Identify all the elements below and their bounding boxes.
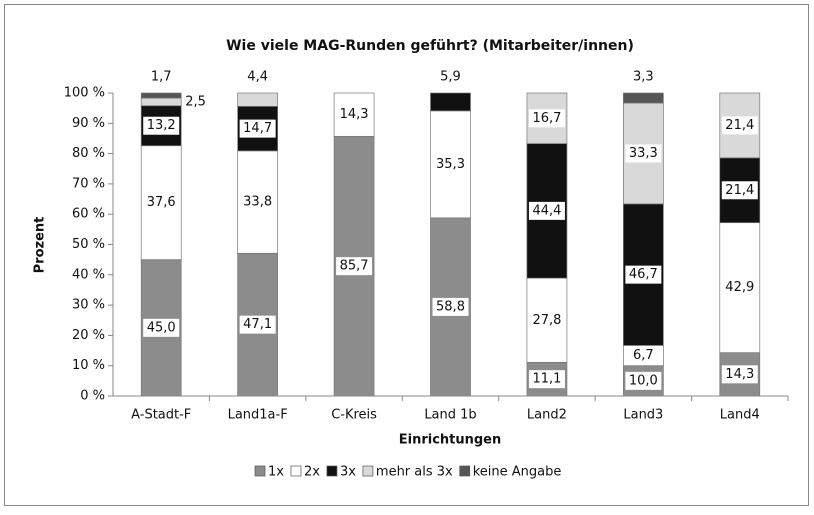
label-bg [336, 105, 373, 124]
label-bg [143, 318, 180, 337]
label-bg [625, 371, 662, 390]
label-bg [721, 278, 758, 297]
legend-label: keine Angabe [473, 465, 562, 480]
data-label: 47,1 [243, 317, 272, 332]
y-tick-label: 80 % [72, 146, 105, 161]
legend-label: mehr als 3x [376, 465, 453, 480]
x-tick-label: Land4 [720, 408, 760, 423]
y-tick-label: 30 % [72, 298, 105, 313]
data-label: 27,8 [532, 313, 561, 328]
y-tick-label: 40 % [72, 267, 105, 282]
y-tick-label: 90 % [72, 116, 105, 131]
y-tick-label: 50 % [72, 237, 105, 252]
label-bg [528, 109, 565, 128]
label-bg [721, 181, 758, 200]
data-label: 10,0 [629, 373, 658, 388]
legend-label: 1x [268, 465, 284, 480]
x-tick-label: Land3 [623, 408, 663, 423]
label-bg [721, 116, 758, 135]
data-label: 13,2 [147, 118, 176, 133]
x-tick-label: C-Kreis [331, 408, 377, 423]
x-tick-label: Land2 [527, 408, 567, 423]
legend-swatch [254, 465, 266, 477]
label-bg [143, 193, 180, 212]
x-axis-title: Einrichtungen [399, 433, 502, 448]
data-label: 21,4 [725, 183, 754, 198]
label-bg [629, 346, 658, 365]
data-label: 85,7 [340, 259, 369, 274]
label-bg [239, 315, 276, 334]
data-label: 42,9 [725, 280, 754, 295]
data-label: 5,9 [440, 70, 461, 85]
data-label: 21,4 [725, 118, 754, 133]
y-tick-label: 70 % [72, 176, 105, 191]
data-label: 46,7 [629, 267, 658, 282]
data-label: 1,7 [151, 70, 172, 85]
data-label: 35,3 [436, 157, 465, 172]
legend-swatch [362, 465, 374, 477]
x-tick-label: A-Stadt-F [131, 408, 191, 423]
label-bg [239, 119, 276, 138]
bar-segment [623, 92, 664, 104]
data-label: 45,0 [147, 320, 176, 335]
y-tick-label: 20 % [72, 328, 105, 343]
bar-segment [140, 92, 182, 99]
data-label: 33,3 [629, 146, 658, 161]
data-label: 44,4 [532, 203, 561, 218]
data-label: 14,3 [725, 367, 754, 382]
data-label: 14,7 [243, 121, 272, 136]
label-bg [239, 193, 276, 212]
legend-swatch [459, 465, 471, 477]
label-bg [143, 116, 180, 135]
data-label: 4,4 [247, 70, 268, 85]
label-bg [625, 265, 662, 284]
label-bg [625, 144, 662, 163]
label-bg [721, 365, 758, 384]
data-label: 37,6 [147, 195, 176, 210]
data-label: 11,1 [532, 372, 561, 387]
chart-border [4, 4, 809, 506]
data-label: 58,8 [436, 299, 465, 314]
bar-segment [237, 92, 278, 107]
label-bg [336, 257, 373, 276]
data-label: 6,7 [633, 348, 654, 363]
legend-swatch [290, 465, 302, 477]
legend-label: 2x [304, 465, 320, 480]
legend-swatch [326, 465, 338, 477]
y-tick-label: 60 % [72, 207, 105, 222]
label-bg [432, 297, 469, 316]
chart-title: Wie viele MAG-Runden geführt? (Mitarbeit… [226, 38, 634, 54]
y-tick-label: 0 % [80, 389, 105, 404]
legend-label: 3x [340, 465, 356, 480]
label-bg [528, 201, 565, 220]
bar-segment [430, 92, 471, 112]
bar-segment [140, 97, 182, 107]
data-label: 14,3 [340, 107, 369, 122]
x-tick-label: Land1a-F [228, 408, 288, 423]
label-bg [432, 155, 469, 174]
data-label: 16,7 [532, 111, 561, 126]
data-label: 3,3 [633, 70, 654, 85]
data-label: 33,8 [243, 195, 272, 210]
data-label: 2,5 [185, 94, 206, 109]
x-tick-label: Land 1b [424, 408, 476, 423]
y-axis-title: Prozent [33, 217, 48, 274]
y-tick-label: 100 % [64, 86, 105, 101]
label-bg [528, 311, 565, 330]
y-tick-label: 10 % [72, 358, 105, 373]
label-bg [528, 370, 565, 389]
